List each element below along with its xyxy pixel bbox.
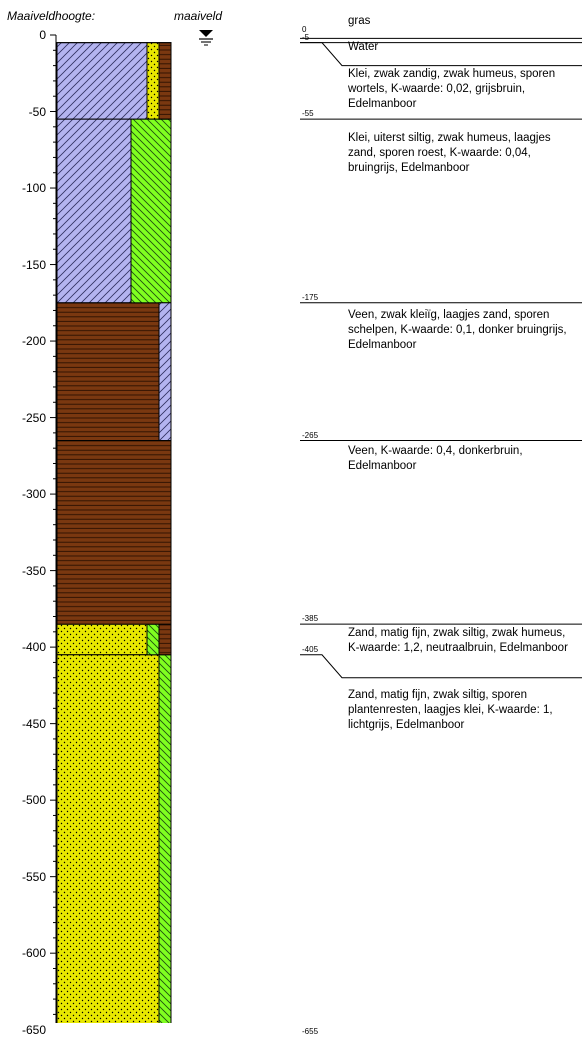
axis-tick-label: -250 — [21, 410, 46, 425]
soil-column — [56, 42, 172, 1023]
marker-depth-label: -265 — [302, 430, 319, 440]
axis-tick-label: -100 — [21, 181, 46, 196]
layer-sand — [56, 654, 160, 1023]
marker-depth-label: -175 — [302, 292, 319, 302]
axis-tick-label: -50 — [28, 104, 46, 119]
admixture-clay — [158, 302, 172, 442]
layer-description: Veen, zwak kleiïg, laagjes zand, sporen … — [348, 309, 567, 351]
axis-tick-label: -400 — [21, 640, 46, 655]
axis-tick-label: -500 — [21, 793, 46, 808]
axis-tick-label: 0 — [39, 28, 46, 42]
axis-tick-label: -300 — [21, 487, 46, 502]
layer-markers — [300, 37, 582, 679]
layer-description: Zand, matig fijn, zwak siltig, zwak hume… — [348, 627, 568, 654]
marker-depth-label: -55 — [302, 109, 314, 119]
admixture-silt — [158, 654, 172, 1023]
marker-depth-label: -5 — [302, 32, 310, 42]
leader-line — [300, 42, 582, 67]
axis-tick-label: -550 — [21, 869, 46, 884]
axis-title: Maaiveldhoogte: — [7, 9, 96, 23]
layer-sand — [56, 623, 148, 656]
reference-label: maaiveld — [174, 9, 223, 23]
axis-tick-label: -600 — [21, 946, 46, 961]
leader-line — [300, 654, 582, 679]
layer-clay — [56, 118, 132, 304]
admixture-silt — [130, 118, 172, 304]
layer-description: Zand, matig fijn, zwak siltig, sporen pl… — [348, 689, 553, 731]
layer-peat — [56, 302, 160, 442]
layer-description: Klei, uiterst siltig, zwak humeus, laagj… — [348, 132, 551, 174]
marker-depth-label: 0 — [302, 25, 307, 34]
organic-strip — [158, 623, 172, 656]
marker-depth-label: -655 — [302, 1027, 319, 1037]
layer-clay — [56, 42, 148, 120]
layer-peat-full — [56, 440, 172, 625]
admixture-silt — [146, 623, 160, 656]
water-level-icon — [199, 30, 213, 46]
axis-tick-label: -650 — [21, 1022, 46, 1037]
vegetation-label: gras — [348, 15, 371, 27]
layer-description: Klei, zwak zandig, zwak humeus, sporen w… — [348, 68, 556, 110]
marker-depth-label: -405 — [302, 644, 319, 654]
axis-tick-label: -200 — [21, 334, 46, 349]
axis-tick-label: -350 — [21, 563, 46, 578]
axis-tick-label: -150 — [21, 257, 46, 272]
marker-depth-label: -385 — [302, 614, 319, 624]
column-frame — [56, 42, 172, 1023]
depth-axis — [50, 34, 57, 1023]
layer-description: Veen, K-waarde: 0,4, donkerbruin, Edelma… — [348, 445, 523, 472]
axis-tick-label: -450 — [21, 716, 46, 731]
admixture-sand — [146, 42, 160, 120]
organic-strip — [158, 42, 172, 120]
water-label: Water — [348, 41, 379, 53]
